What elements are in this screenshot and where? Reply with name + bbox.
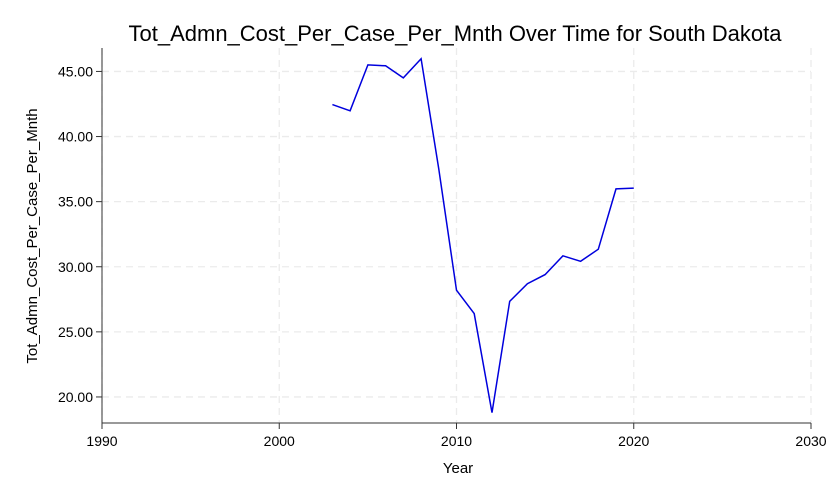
y-tick-label: 35.00 bbox=[58, 194, 93, 210]
y-tick-label: 20.00 bbox=[58, 389, 93, 405]
y-tick-label: 40.00 bbox=[58, 129, 93, 145]
axis-layer: 1990 2000 2010 2020 2030 20.00 25.00 30.00 35.00… bbox=[58, 48, 827, 449]
series-layer bbox=[332, 57, 634, 413]
y-tick-label: 45.00 bbox=[58, 63, 93, 79]
x-tick-label: 2030 bbox=[795, 433, 826, 449]
x-tick-label: 2010 bbox=[441, 433, 472, 449]
grid-layer bbox=[101, 48, 812, 423]
x-tick-label: 2000 bbox=[264, 433, 295, 449]
x-tick-label: 1990 bbox=[86, 433, 117, 449]
y-tick-label: 30.00 bbox=[58, 259, 93, 275]
y-tick-label: 25.00 bbox=[58, 324, 93, 340]
series-line bbox=[332, 57, 634, 413]
label-layer: Tot_Admn_Cost_Per_Case_Per_Mnth Over Tim… bbox=[24, 21, 782, 477]
x-tick-label: 2020 bbox=[618, 433, 649, 449]
x-axis-label: Year bbox=[443, 460, 473, 477]
chart-title: Tot_Admn_Cost_Per_Case_Per_Mnth Over Tim… bbox=[129, 21, 783, 46]
y-axis-label: Tot_Admn_Cost_Per_Case_Per_Mnth bbox=[24, 108, 41, 363]
